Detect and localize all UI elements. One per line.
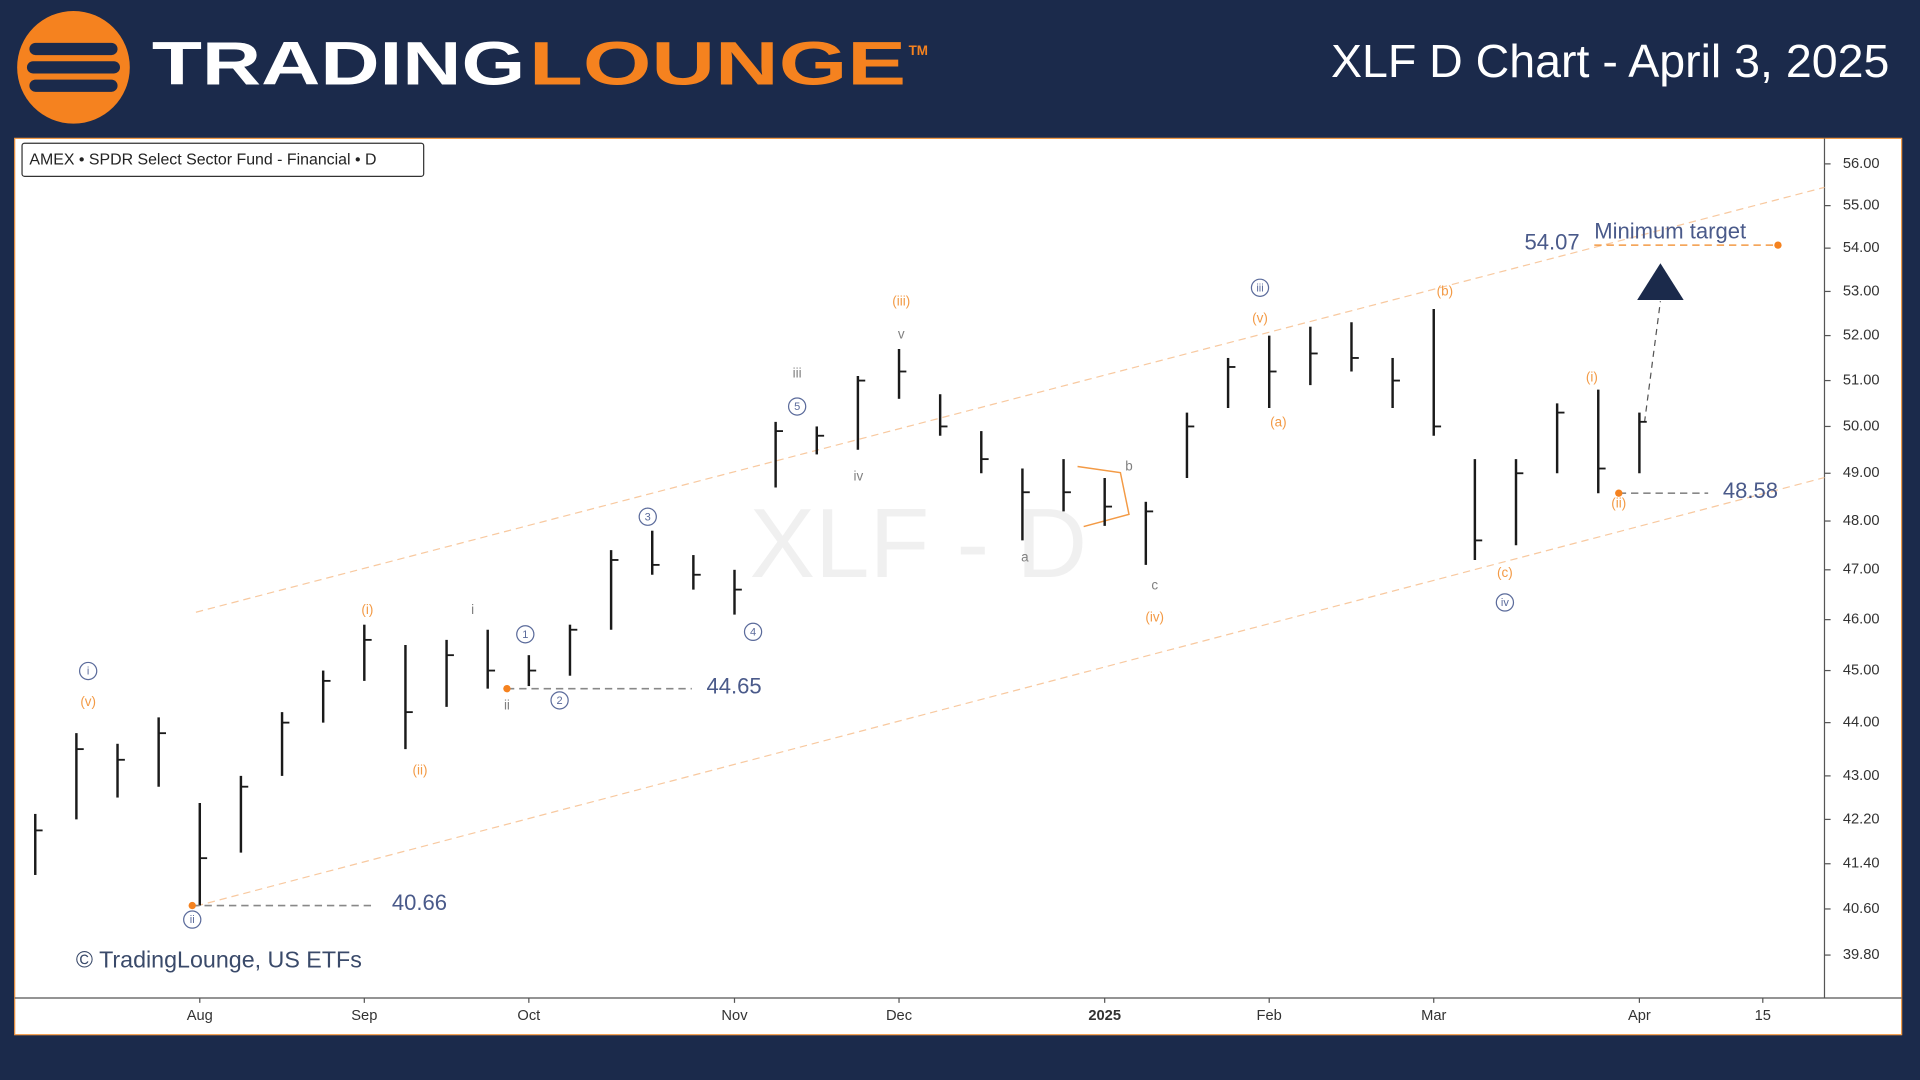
y-tick-label: 55.00 [1843, 198, 1880, 214]
y-tick-label: 56.00 [1843, 156, 1880, 172]
wave-label: v [898, 326, 905, 341]
x-tick-label: Mar [1421, 1008, 1446, 1024]
level-dot [1774, 241, 1782, 249]
symbol-box [21, 142, 425, 177]
wave-label: (a) [1270, 415, 1286, 430]
y-tick-label: 42.20 [1843, 811, 1880, 827]
wave-label: ii [190, 914, 195, 926]
y-tick-label: 39.80 [1843, 947, 1880, 963]
logo [17, 11, 130, 124]
wave-label: c [1151, 577, 1158, 592]
x-tick-label: Dec [886, 1008, 912, 1024]
x-tick-label: Oct [517, 1008, 540, 1024]
wave-label: i [471, 602, 474, 617]
y-tick-label: 47.00 [1843, 562, 1880, 578]
logo-bar [29, 79, 118, 92]
y-tick-label: 54.00 [1843, 240, 1880, 256]
wave-label: (iii) [892, 293, 910, 308]
level-value: 44.65 [707, 673, 762, 698]
wave-label: (i) [1586, 369, 1598, 384]
wave-label: iii [1256, 282, 1263, 294]
wave-label: (v) [80, 694, 96, 709]
level-value: 40.66 [392, 890, 447, 915]
y-tick-label: 53.00 [1843, 283, 1880, 299]
chart-panel [14, 137, 1903, 1036]
wave-label: 1 [522, 629, 528, 641]
wave-label: b [1125, 459, 1132, 474]
wave-label: 2 [557, 695, 563, 707]
x-tick-label: Feb [1257, 1008, 1282, 1024]
x-tick-label: 15 [1755, 1008, 1771, 1024]
y-tick-label: 51.00 [1843, 372, 1880, 388]
channel-line [195, 186, 1825, 613]
level-dot [188, 901, 196, 910]
wave-circle [183, 910, 202, 929]
wave-label: (v) [1252, 311, 1268, 326]
wave-label: (iv) [1145, 609, 1164, 624]
wave-circle [638, 507, 657, 526]
wave-circle [787, 397, 807, 416]
level-label: Minimum target [1594, 219, 1746, 244]
brand-text: TRADING [152, 30, 525, 98]
level-dot [1615, 489, 1623, 497]
triangle-pattern [1077, 465, 1130, 528]
wave-label: a [1021, 549, 1029, 564]
x-tick-label: Apr [1628, 1008, 1651, 1024]
level-value: 48.58 [1723, 478, 1778, 503]
wave-label: iv [1501, 597, 1509, 609]
y-tick-label: 43.00 [1843, 768, 1880, 784]
level-dot [503, 684, 511, 693]
wave-label: ii [504, 697, 510, 712]
level-value: 54.07 [1524, 230, 1579, 255]
y-tick-label: 46.00 [1843, 612, 1880, 628]
x-tick-label: Sep [351, 1008, 377, 1024]
y-tick-label: 40.60 [1843, 901, 1880, 917]
wave-circle [1250, 278, 1270, 297]
x-tick-label: 2025 [1088, 1008, 1121, 1024]
target-arrow [1637, 263, 1684, 300]
wave-circle [1495, 593, 1515, 612]
wave-circle [743, 622, 763, 642]
copyright: © TradingLounge, US ETFs [76, 946, 362, 972]
wave-label: 3 [645, 511, 651, 523]
y-tick-label: 48.00 [1843, 513, 1880, 529]
y-tick-label: 41.40 [1843, 856, 1880, 872]
symbol-label: AMEX • SPDR Select Sector Fund - Financi… [29, 152, 376, 169]
wave-label: (b) [1437, 284, 1453, 299]
wave-label: (c) [1497, 565, 1513, 580]
wave-circle [550, 691, 569, 710]
logo-bar [29, 42, 118, 56]
wave-circle [516, 625, 535, 644]
y-tick-label: 44.00 [1843, 715, 1880, 731]
wave-label: iv [854, 469, 864, 484]
wave-label: i [87, 666, 89, 678]
logo-bar [26, 61, 121, 74]
x-tick-label: Nov [721, 1008, 748, 1024]
y-tick-label: 52.00 [1843, 327, 1880, 343]
x-tick-label: Aug [187, 1008, 213, 1024]
y-tick-label: 50.00 [1843, 418, 1880, 434]
brand-text: LOUNGE [529, 30, 906, 98]
wave-label: 5 [794, 401, 800, 413]
wave-label: (ii) [413, 762, 428, 777]
watermark: XLF - D [750, 488, 1087, 598]
wave-label: (ii) [1611, 495, 1626, 510]
wave-label: (i) [361, 602, 373, 617]
y-tick-label: 45.00 [1843, 662, 1880, 678]
wave-label: iii [793, 366, 802, 381]
y-tick-label: 49.00 [1843, 465, 1880, 481]
projection-line [1643, 301, 1662, 423]
chart-title: XLF D Chart - April 3, 2025 [1331, 35, 1889, 87]
trademark: TM [909, 43, 928, 58]
wave-circle [78, 661, 98, 681]
wave-label: 4 [750, 626, 756, 638]
